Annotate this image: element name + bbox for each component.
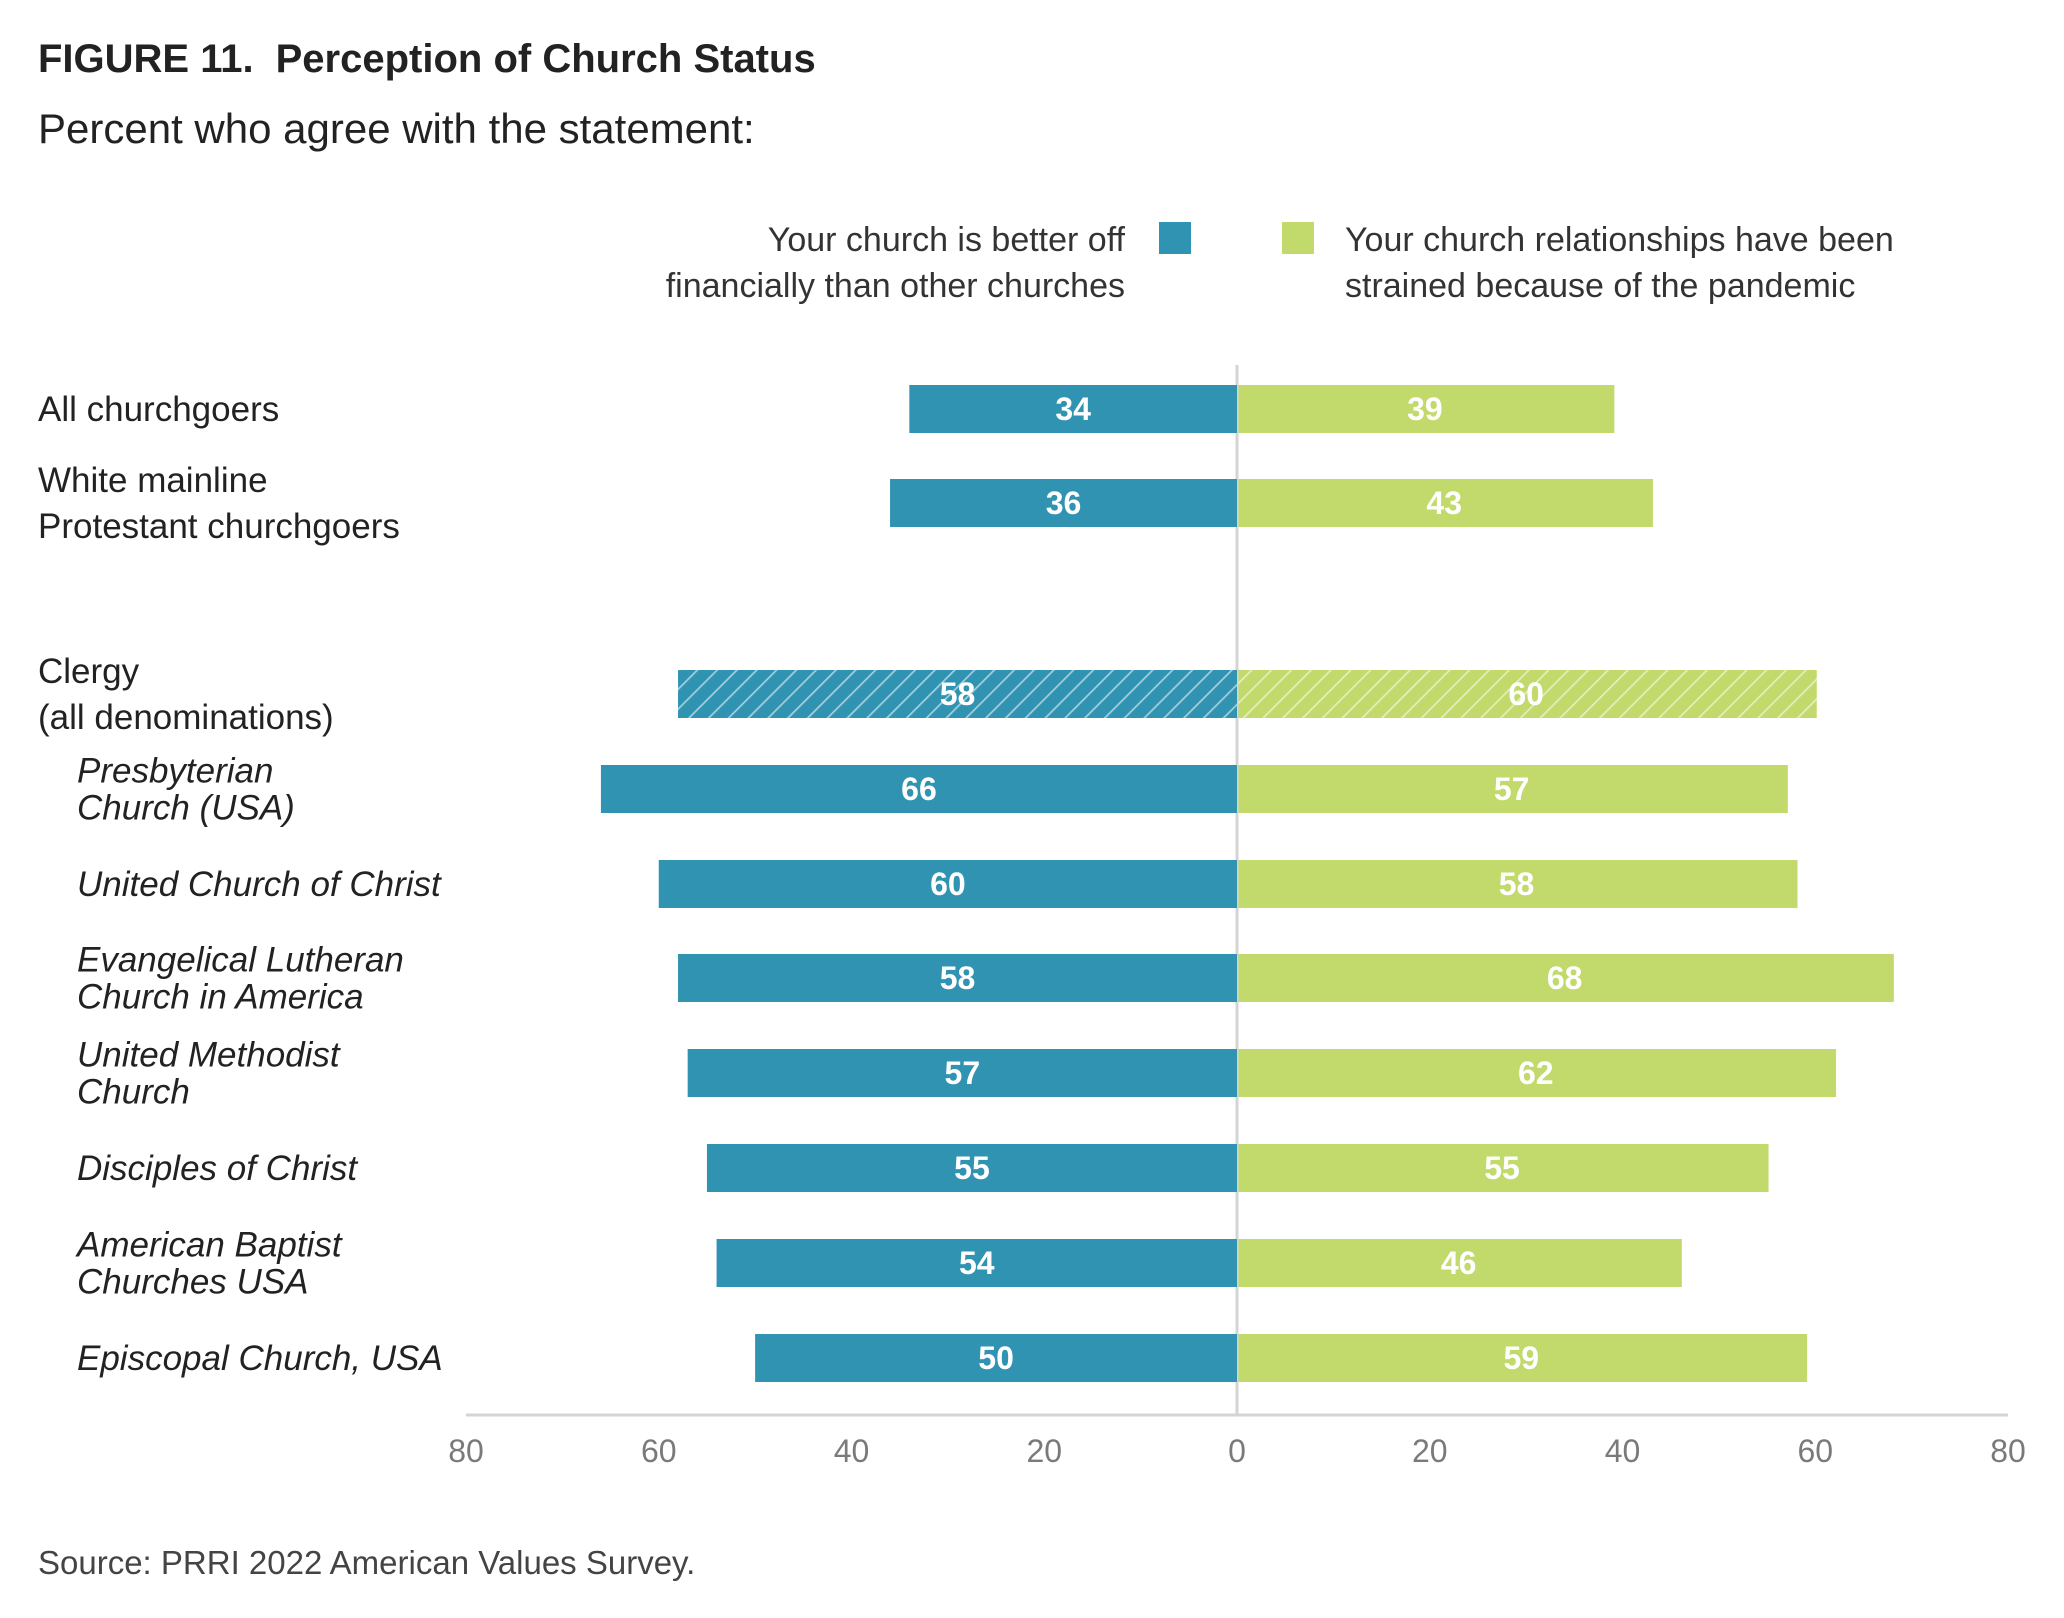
bar-right: [1238, 1334, 1808, 1382]
row-label: Church in America: [77, 978, 364, 1017]
bar-left: [890, 479, 1237, 527]
bar-left: [600, 765, 1237, 813]
bar-left: [909, 385, 1237, 433]
row-label: United Church of Christ: [77, 865, 442, 904]
bar-left: [678, 954, 1237, 1002]
row-label: All churchgoers: [38, 390, 279, 429]
row-label: Protestant churchgoers: [38, 507, 400, 546]
value-label-right: 62: [1518, 1055, 1554, 1091]
value-label-right: 60: [1508, 676, 1544, 712]
value-label-left: 34: [1055, 391, 1091, 427]
row-label: Churches USA: [77, 1263, 308, 1302]
value-label-right: 57: [1494, 771, 1530, 807]
legend-label-left: Your church is better off: [768, 221, 1126, 259]
legend-swatch-left: [1159, 222, 1191, 254]
figure-title-text: Perception of Church Status: [276, 37, 816, 81]
bar-left: [755, 1334, 1237, 1382]
row-label: Presbyterian: [77, 752, 273, 791]
bar-left: [716, 1239, 1237, 1287]
value-label-left: 57: [945, 1055, 981, 1091]
value-label-right: 46: [1441, 1245, 1477, 1281]
bar-right: [1238, 954, 1894, 1002]
row-label: Disciples of Christ: [77, 1149, 358, 1188]
value-label-left: 58: [940, 676, 976, 712]
figure-subtitle: Percent who agree with the statement:: [38, 105, 755, 152]
x-tick-label: 20: [1026, 1433, 1062, 1469]
value-label-left: 54: [959, 1245, 995, 1281]
row-labels: All churchgoers White mainline Protestant …: [38, 390, 443, 1378]
bars: 34 39 36 43 58 60 66 57 60 58 58 68 57 62 55 55 54 46 50 59: [600, 385, 1894, 1382]
value-label-right: 58: [1499, 866, 1535, 902]
bar-left: [687, 1049, 1237, 1097]
x-tick-label: 60: [1797, 1433, 1833, 1469]
row-label: Evangelical Lutheran: [77, 941, 404, 980]
figure-label: FIGURE 11.: [38, 37, 254, 81]
x-tick-label: 0: [1228, 1433, 1246, 1469]
x-tick-label: 40: [1605, 1433, 1641, 1469]
value-label-left: 55: [954, 1150, 990, 1186]
bar-right: [1238, 1239, 1682, 1287]
row-label: (all denominations): [38, 698, 334, 737]
bar-left: [678, 670, 1237, 718]
bar-right: [1238, 385, 1615, 433]
bar-right: [1238, 1049, 1837, 1097]
bar-left: [658, 860, 1237, 908]
legend-swatch-right: [1282, 222, 1314, 254]
bar-right: [1238, 479, 1653, 527]
value-label-left: 66: [901, 771, 937, 807]
value-label-right: 43: [1426, 485, 1462, 521]
row-label: American Baptist: [75, 1226, 343, 1265]
row-label: Church (USA): [77, 789, 295, 828]
row-label: Clergy: [38, 652, 140, 691]
value-label-left: 58: [940, 960, 976, 996]
row-label: White mainline: [38, 461, 268, 500]
x-tick-label: 60: [641, 1433, 677, 1469]
legend: Your church is better off financially tha…: [666, 221, 1894, 305]
row-label: Church: [77, 1073, 190, 1112]
x-tick-label: 40: [834, 1433, 870, 1469]
value-label-right: 39: [1407, 391, 1443, 427]
source-note: Source: PRRI 2022 American Values Survey…: [38, 1544, 695, 1581]
x-tick-label: 20: [1412, 1433, 1448, 1469]
bar-right: [1238, 670, 1817, 718]
row-label: Episcopal Church, USA: [77, 1339, 443, 1378]
figure-title: FIGURE 11. Perception of Church Status: [38, 37, 816, 81]
value-label-right: 55: [1484, 1150, 1520, 1186]
bar-right: [1238, 1144, 1769, 1192]
row-label: United Methodist: [77, 1036, 341, 1075]
value-label-left: 50: [978, 1340, 1014, 1376]
value-label-right: 68: [1547, 960, 1583, 996]
bar-left: [706, 1144, 1237, 1192]
x-axis: 80 60 40 20 0 20 40 60 80: [448, 365, 2026, 1469]
x-tick-label: 80: [448, 1433, 484, 1469]
legend-label-right: Your church relationships have been: [1345, 221, 1894, 259]
bar-right: [1238, 860, 1798, 908]
value-label-right: 59: [1504, 1340, 1540, 1376]
legend-label-right: strained because of the pandemic: [1345, 267, 1855, 305]
bar-right: [1238, 765, 1788, 813]
value-label-left: 36: [1046, 485, 1082, 521]
value-label-left: 60: [930, 866, 966, 902]
legend-label-left: financially than other churches: [666, 267, 1125, 305]
x-tick-label: 80: [1990, 1433, 2026, 1469]
